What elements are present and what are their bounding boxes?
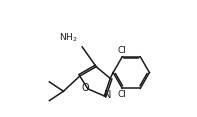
Text: Cl: Cl <box>118 90 127 99</box>
Text: NH$_2$: NH$_2$ <box>59 31 77 44</box>
Text: Cl: Cl <box>118 46 127 55</box>
Text: N: N <box>104 90 111 100</box>
Text: O: O <box>81 83 89 93</box>
